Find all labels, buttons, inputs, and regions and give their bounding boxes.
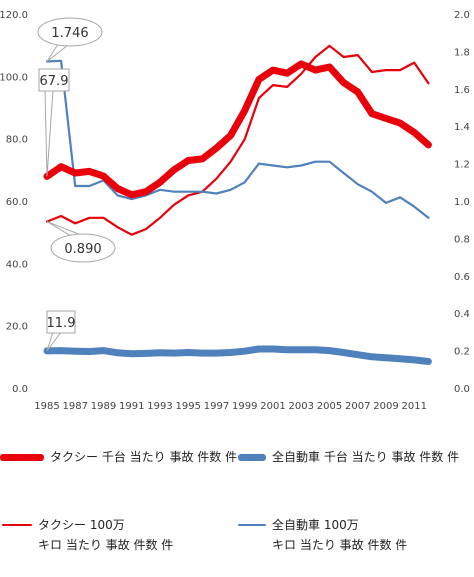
legend-item-all-per-million-km: 全自動車 100万 キロ 当たり 事故 件数 件: [238, 515, 407, 555]
left-tick-label: 120.0: [0, 10, 28, 21]
right-tick-label: 0.8: [454, 234, 470, 245]
x-tick-label: 2009: [373, 401, 398, 412]
legend-item-taxi-per-million-km: タクシー 100万 キロ 当たり 事故 件数 件: [2, 515, 173, 555]
data-label: 11.9: [47, 316, 76, 331]
series-line-1: [43, 345, 432, 365]
legend-label: 全自動車 千台 当たり 事故 件数 件: [272, 450, 460, 464]
x-tick-label: 2011: [401, 401, 426, 412]
x-tick-label: 1997: [204, 401, 229, 412]
data-label: 1.746: [51, 26, 88, 41]
legend-item-all-per-thousand: 全自動車 千台 当たり 事故 件数 件: [238, 447, 459, 467]
legend-swatch-thick-red: [0, 454, 44, 461]
right-tick-label: 1.6: [454, 85, 470, 96]
right-tick-label: 1.0: [454, 197, 470, 208]
series-line-0: [43, 60, 432, 199]
x-tick-label: 2003: [289, 401, 314, 412]
right-axis-ticks: 0.0 0.2 0.4 0.6 0.8 1.0 1.2 1.4 1.6 1.8 2.0: [454, 10, 470, 395]
x-tick-label: 1995: [176, 401, 201, 412]
right-tick-label: 2.0: [454, 10, 470, 21]
legend: タクシー 千台 当たり 事故 件数 件 全自動車 千台 当たり 事故 件数 件 …: [0, 435, 474, 565]
left-tick-label: 60.0: [6, 197, 28, 208]
x-axis-ticks: 1985 1987 1989 1991 1993 1995 1997 1999 2001 2003…: [34, 401, 427, 412]
right-tick-label: 0.4: [454, 309, 470, 320]
x-tick-label: 1987: [63, 401, 88, 412]
callout-pointer: [44, 89, 54, 177]
x-tick-label: 1985: [34, 401, 59, 412]
legend-swatch-thin-red: [2, 524, 32, 526]
right-tick-label: 1.4: [454, 122, 470, 133]
callout-pointer: [46, 221, 82, 237]
callout-layer: 1.746 67.9 0.890 11.9: [37, 17, 116, 352]
right-tick-label: 1.8: [454, 47, 470, 58]
legend-label: 全自動車 100万 キロ 当たり 事故 件数 件: [272, 518, 408, 552]
left-tick-label: 80.0: [6, 135, 28, 146]
series-line-2: [45, 44, 430, 236]
legend-label: タクシー 100万 キロ 当たり 事故 件数 件: [38, 518, 174, 552]
x-tick-label: 1989: [91, 401, 116, 412]
callout-pointer: [46, 331, 62, 352]
x-tick-label: 1993: [147, 401, 172, 412]
legend-label: タクシー 千台 当たり 事故 件数 件: [50, 450, 238, 464]
data-label: 0.890: [64, 242, 101, 257]
x-tick-label: 2001: [260, 401, 285, 412]
callout-bubble: [50, 233, 116, 263]
x-tick-label: 1999: [232, 401, 257, 412]
legend-item-taxi-per-thousand: タクシー 千台 当たり 事故 件数 件: [0, 447, 237, 467]
data-label: 67.9: [40, 74, 69, 89]
legend-swatch-thick-blue: [238, 454, 266, 461]
left-tick-label: 40.0: [6, 259, 28, 270]
left-axis-ticks: 0.0 20.0 40.0 60.0 80.0 100.0 120.0: [0, 10, 28, 395]
callout-pointer: [46, 43, 69, 62]
legend-swatch-thin-blue: [238, 524, 266, 526]
x-tick-label: 2005: [317, 401, 342, 412]
left-tick-label: 0.0: [12, 384, 28, 395]
series-line-3: [45, 59, 430, 219]
left-tick-label: 20.0: [6, 322, 28, 333]
right-tick-label: 0.0: [454, 384, 470, 395]
left-tick-label: 100.0: [0, 72, 28, 83]
right-tick-label: 0.6: [454, 272, 470, 283]
callout-box: [46, 310, 76, 334]
right-tick-label: 1.2: [454, 160, 470, 171]
x-tick-label: 2007: [345, 401, 370, 412]
series-layer: [43, 44, 432, 365]
x-tick-label: 1991: [119, 401, 144, 412]
callout-box: [38, 68, 70, 92]
callout-bubble: [37, 17, 103, 47]
right-tick-label: 0.2: [454, 347, 470, 358]
